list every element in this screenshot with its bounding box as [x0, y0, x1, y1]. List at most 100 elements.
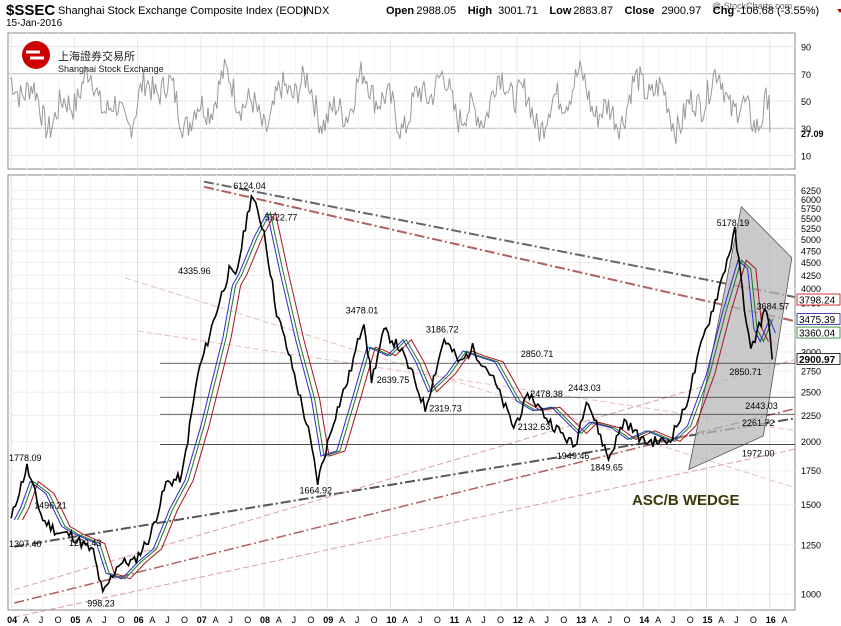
- symbol-label: $SSEC: [6, 2, 55, 19]
- x-tick-label: J: [228, 615, 233, 625]
- x-tick-label: 08: [260, 615, 270, 625]
- x-tick-label: J: [292, 615, 297, 625]
- price-tick-label: 4500: [801, 258, 821, 268]
- wedge-shape: [688, 205, 793, 471]
- support-levels: [160, 362, 795, 445]
- price-annotation: 3478.01: [346, 305, 379, 315]
- price-tick-label: 4250: [801, 271, 821, 281]
- x-tick-label: 10: [386, 615, 396, 625]
- x-tick-label: O: [750, 615, 757, 625]
- x-tick-label: O: [560, 615, 567, 625]
- ohlc-label: High: [468, 5, 493, 17]
- x-tick-label: 11: [450, 615, 460, 625]
- price-annotation: 998.23: [87, 598, 115, 608]
- x-tick-label: 07: [197, 615, 207, 625]
- channel-line-light: [14, 358, 796, 591]
- price-tick-label: 2750: [801, 367, 821, 377]
- sse-logo-mark: [22, 41, 50, 69]
- x-tick-label: O: [687, 615, 694, 625]
- price-annotation: 2443.03: [568, 383, 601, 393]
- price-annotation: 1778.09: [9, 453, 42, 463]
- x-tick-label: J: [671, 615, 676, 625]
- logo-cn: 上海證券交易所: [58, 49, 135, 63]
- price-grid: [8, 175, 795, 610]
- x-tick-label: 05: [70, 615, 80, 625]
- x-tick-label: O: [307, 615, 314, 625]
- x-tick-label: A: [402, 615, 408, 625]
- x-tick-label: O: [371, 615, 378, 625]
- price-tick-label: 5250: [801, 224, 821, 234]
- price-annotation: 1496.21: [34, 500, 67, 510]
- logo-en: Shanghai Stock Exchange: [58, 64, 164, 74]
- price-annotation: 2319.73: [429, 404, 462, 414]
- x-tick-label: A: [23, 615, 29, 625]
- x-tick-label: J: [608, 615, 613, 625]
- x-tick-label: A: [592, 615, 598, 625]
- x-tick-label: 13: [576, 615, 586, 625]
- axis-callout-box: [796, 293, 841, 306]
- x-tick-label: O: [118, 615, 125, 625]
- price-tick-label: 1000: [801, 590, 821, 600]
- price-tick-label: 1250: [801, 540, 821, 550]
- axis-callout-value: 3798.24: [799, 296, 836, 307]
- price-annotation: 2132.63: [518, 422, 551, 432]
- price-tick-label: 1750: [801, 466, 821, 476]
- x-tick-label: J: [39, 615, 44, 625]
- x-tick-label: 06: [134, 615, 144, 625]
- x-tick-label: 14: [639, 615, 649, 625]
- x-tick-label: J: [355, 615, 360, 625]
- rsi-tick-label: 10: [801, 151, 811, 161]
- moving-average-blue: [13, 211, 776, 580]
- rsi-grid: [8, 33, 795, 169]
- x-tick-label: O: [434, 615, 441, 625]
- watermark: @ StockCharts.com: [712, 1, 792, 11]
- x-tick-label: A: [718, 615, 724, 625]
- price-tick-label: 6000: [801, 195, 821, 205]
- x-tick-label: A: [782, 615, 788, 625]
- axis-callout-value: 3475.39: [799, 315, 836, 326]
- rsi-tick-label: 70: [801, 70, 811, 80]
- x-axis: 04 A J O 05 A J O 06 A J O 07 A J O 08 A J O 09 A J O 10 A J O 11 A J O…: [7, 615, 787, 625]
- price-annotation: 2443.03: [745, 401, 778, 411]
- x-tick-label: 15: [703, 615, 713, 625]
- price-tick-label: 1500: [801, 500, 821, 510]
- x-tick-label: O: [623, 615, 630, 625]
- x-tick-label: A: [86, 615, 92, 625]
- x-tick-label: A: [276, 615, 282, 625]
- x-tick-label: J: [734, 615, 739, 625]
- x-tick-label: A: [465, 615, 471, 625]
- price-annotation: 1664.92: [300, 486, 333, 496]
- axis-callout-value: 2900.97: [799, 355, 836, 366]
- price-tick-label: 2500: [801, 388, 821, 398]
- x-tick-label: J: [481, 615, 486, 625]
- descending-line-light: [124, 277, 796, 489]
- x-tick-label: O: [181, 615, 188, 625]
- price-tick-label: 5750: [801, 204, 821, 214]
- moving-average-red: [22, 211, 769, 580]
- ohlc-label: Chg: [713, 5, 734, 17]
- price-tick-label: 5500: [801, 214, 821, 224]
- x-tick-label: J: [544, 615, 549, 625]
- resistance-line: [203, 180, 796, 299]
- price-tick-label: 4750: [801, 246, 821, 256]
- x-tick-label: 12: [513, 615, 523, 625]
- axis-callout-box: [796, 313, 841, 325]
- rsi-line: [9, 58, 771, 145]
- price-annotation: 4335.96: [178, 266, 211, 276]
- x-tick-label: A: [529, 615, 535, 625]
- x-tick-label: A: [213, 615, 219, 625]
- price-series: [10, 193, 773, 595]
- price-annotation: 6124.04: [233, 181, 266, 191]
- price-annotation: 5522.77: [265, 213, 298, 223]
- x-tick-label: O: [55, 615, 62, 625]
- axis-callouts: 3798.24 3475.39 3360.04 2900.97: [796, 293, 841, 366]
- sse-logo: 上海證券交易所 Shanghai Stock Exchange: [22, 41, 164, 74]
- ohlc-value: 2900.97: [662, 5, 702, 17]
- ohlc-value: 2988.05: [416, 5, 456, 17]
- x-tick-label: A: [149, 615, 155, 625]
- price-tick-label: 2250: [801, 411, 821, 421]
- price-tick-label: 6250: [801, 186, 821, 196]
- price-annotation: 1972.00: [742, 448, 775, 458]
- price-annotation: 2261.72: [742, 418, 775, 428]
